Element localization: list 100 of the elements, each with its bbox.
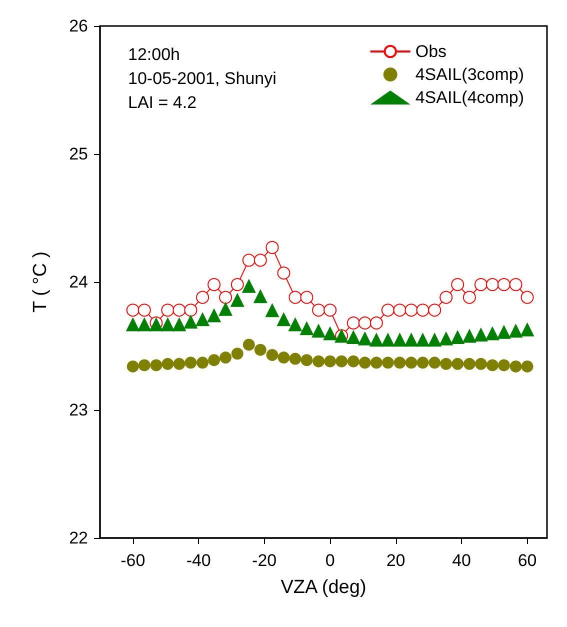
point [474,278,488,292]
point [497,278,510,292]
point [230,278,244,292]
point [463,358,476,370]
point [474,358,487,370]
point [451,278,464,292]
point [126,360,139,372]
point [242,254,256,267]
point [288,290,302,304]
point [405,356,418,369]
point [452,358,464,370]
point [428,356,441,369]
point [208,278,221,292]
point [393,304,406,317]
point [184,356,197,369]
point [381,304,394,317]
point [219,290,232,304]
point [254,254,267,267]
point [369,332,384,347]
point [220,352,232,364]
point [162,358,174,370]
point [394,356,406,369]
legend-label: Obs [415,42,447,61]
point [312,304,326,317]
point [416,332,430,347]
point [288,317,302,332]
point [486,359,498,372]
point [207,308,222,322]
x-tick-label: -40 [186,551,211,570]
point [184,314,198,329]
point [404,332,418,347]
point [289,352,302,365]
x-tick-label: -60 [120,551,146,570]
point [404,304,418,317]
point [160,317,175,332]
point [496,324,511,339]
point [346,316,360,330]
point [278,352,290,364]
point [138,359,150,372]
point [242,278,256,293]
point [509,278,522,292]
point [370,356,382,369]
x-tick-label: 20 [386,551,406,570]
point [300,290,314,304]
point [276,312,291,326]
point [462,290,476,304]
point [520,322,534,336]
point [358,356,371,369]
point [392,332,407,347]
point [358,331,372,346]
point [126,317,140,332]
point [230,292,244,307]
point [172,317,186,332]
annotation: 12:00h [128,45,180,64]
point [312,324,326,338]
point [508,324,523,338]
point [440,358,452,370]
legend-label: 4SAIL(4comp) [415,88,524,107]
point [323,326,338,340]
annotation: 10-05-2001, Shunyi [128,69,276,88]
x-tick-label: 40 [452,551,472,570]
point [380,332,395,347]
point [208,354,220,366]
point [485,326,500,340]
point [358,316,372,330]
point [347,355,360,368]
point [266,240,279,254]
point [521,360,534,372]
y-axis-title: T ( °C ) [30,251,51,313]
point [300,321,314,336]
point [253,289,268,304]
annotation: LAI = 4.2 [128,93,197,112]
point [498,359,510,372]
point [196,290,210,304]
point [137,317,152,332]
point [196,312,210,326]
point [336,355,348,368]
point [474,327,488,342]
point [440,290,453,304]
point [486,278,499,292]
legend-label: 4SAIL(3comp) [415,65,524,84]
point [150,359,162,372]
point [439,331,454,346]
point [324,355,336,368]
point [173,358,186,370]
point [324,304,337,317]
x-tick-label: 60 [518,551,537,570]
point [370,316,383,330]
point [161,304,174,317]
y-tick-label: 23 [69,400,88,420]
point [312,355,325,368]
point [450,330,465,344]
point [300,354,313,366]
point [416,356,429,369]
x-tick-label: 0 [325,551,335,570]
point [346,330,360,344]
y-tick-label: 26 [69,16,88,36]
y-tick-label: 22 [69,528,88,548]
point [196,356,209,369]
point [416,304,430,317]
